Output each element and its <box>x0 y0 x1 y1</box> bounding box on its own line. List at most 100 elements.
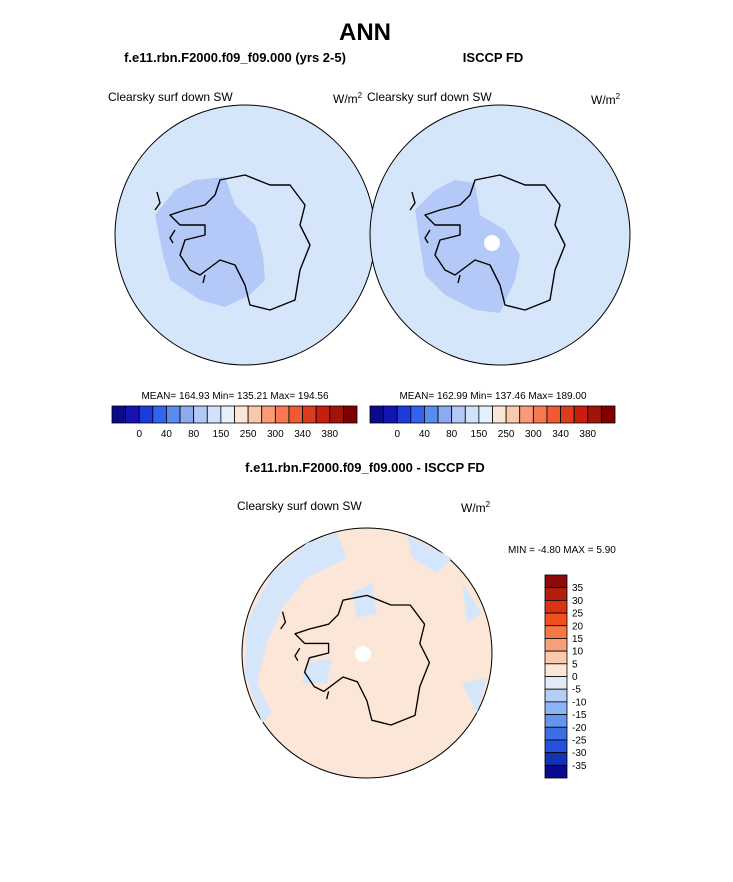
colorbar-label: 340 <box>552 429 569 440</box>
colorbar-label: 80 <box>188 429 200 440</box>
variable-label: Clearsky surf down SW <box>367 90 492 104</box>
colorbar-box <box>383 405 398 424</box>
colorbar-box <box>544 625 568 639</box>
colorbar-box <box>424 405 439 424</box>
colorbar-box <box>532 405 548 424</box>
colorbar-label: 30 <box>572 596 584 607</box>
colorbar-box <box>544 688 568 703</box>
colorbar-label: 300 <box>525 429 542 440</box>
panel-title: ISCCP FD <box>463 50 523 65</box>
colorbar-box <box>261 405 276 424</box>
stats-label: MEAN= 162.99 Min= 137.46 Max= 189.00 <box>399 391 587 402</box>
colorbar-box <box>410 405 425 424</box>
colorbar-label: 0 <box>136 429 142 440</box>
colorbar-box <box>544 574 568 589</box>
colorbar-label: 250 <box>240 429 257 440</box>
colorbar-label: 40 <box>419 429 431 440</box>
colorbar-label: 25 <box>572 609 584 620</box>
colorbar-label: -30 <box>572 748 587 759</box>
colorbar-box <box>451 405 466 424</box>
colorbar-box <box>206 405 222 424</box>
colorbar-box <box>544 612 568 627</box>
colorbar-label: 80 <box>446 429 458 440</box>
colorbar-box <box>220 405 235 424</box>
colorbar-label: 15 <box>572 634 584 645</box>
units-base: W/m <box>333 92 358 106</box>
map <box>114 104 376 366</box>
shading <box>155 177 265 307</box>
colorbar-label: -20 <box>572 723 587 734</box>
colorbar-label: 0 <box>572 672 578 683</box>
colorbar-box <box>544 701 568 715</box>
units-exponent: 2 <box>616 92 621 101</box>
colorbar-box <box>544 638 568 652</box>
variable-label: Clearsky surf down SW <box>237 499 362 513</box>
figure-title: ANN <box>339 19 391 46</box>
colorbar-box <box>573 405 589 424</box>
colorbar-box <box>544 739 568 754</box>
colorbar-box <box>369 405 385 424</box>
panel-title: f.e11.rbn.F2000.f09_f09.000 (yrs 2-5) <box>124 50 346 65</box>
colorbar-label: -35 <box>572 761 587 772</box>
colorbar-label: 380 <box>579 429 596 440</box>
colorbar-label: 150 <box>471 429 488 440</box>
difference-title: f.e11.rbn.F2000.f09_f09.000 - ISCCP FD <box>245 460 485 475</box>
colorbar-box <box>546 405 561 424</box>
colorbar-box <box>544 663 568 677</box>
colorbar-label: 380 <box>321 429 338 440</box>
colorbar-box <box>544 650 568 665</box>
units-base: W/m <box>591 93 616 107</box>
colorbar-box <box>111 405 127 424</box>
colorbar-box <box>166 405 181 424</box>
colorbar-box <box>437 405 453 424</box>
colorbar-label: 40 <box>161 429 173 440</box>
colorbar-label: 0 <box>394 429 400 440</box>
units-label: W/m2 <box>333 91 363 106</box>
colorbar-label: 300 <box>267 429 284 440</box>
colorbar-label: 340 <box>294 429 311 440</box>
colorbar-box <box>274 405 290 424</box>
stats-label: MIN = -4.80 MAX = 5.90 <box>508 545 616 556</box>
colorbar-box <box>505 405 521 424</box>
colorbar-label: -10 <box>572 697 587 708</box>
colorbar-label: 10 <box>572 647 584 658</box>
colorbar-label: 150 <box>213 429 230 440</box>
colorbar-box <box>544 599 568 614</box>
units-label: W/m2 <box>461 500 491 515</box>
colorbar-label: -5 <box>572 685 581 696</box>
colorbar-box <box>464 405 480 424</box>
colorbar-box <box>288 405 303 424</box>
units-label: W/m2 <box>591 92 621 107</box>
shading <box>415 180 520 313</box>
colorbar-box <box>329 405 344 424</box>
colorbar-box <box>342 405 358 424</box>
colorbar-box <box>544 752 568 766</box>
colorbar-box <box>587 405 602 424</box>
colorbar-label: 250 <box>498 429 515 440</box>
colorbar-box <box>544 676 568 690</box>
colorbar-box <box>179 405 195 424</box>
colorbar-label: 5 <box>572 659 578 670</box>
colorbar-box <box>519 405 534 424</box>
colorbar-box <box>544 764 568 779</box>
colorbar-box <box>302 405 317 424</box>
colorbar-label: -25 <box>572 735 587 746</box>
colorbar-box <box>544 726 568 741</box>
colorbar-box <box>125 405 140 424</box>
colorbar-box <box>152 405 167 424</box>
colorbar-box <box>247 405 263 424</box>
colorbar-box <box>560 405 575 424</box>
colorbar-box <box>396 405 412 424</box>
variable-label: Clearsky surf down SW <box>108 90 233 104</box>
colorbar-label: -15 <box>572 710 587 721</box>
colorbar-box <box>544 714 568 728</box>
colorbar-box <box>234 405 249 424</box>
units-exponent: 2 <box>486 500 491 509</box>
colorbar-label: 35 <box>572 583 584 594</box>
map <box>369 104 631 366</box>
stats-label: MEAN= 164.93 Min= 135.21 Max= 194.56 <box>141 391 329 402</box>
colorbar-box <box>193 405 208 424</box>
colorbar-box <box>478 405 493 424</box>
colorbar-box <box>138 405 154 424</box>
